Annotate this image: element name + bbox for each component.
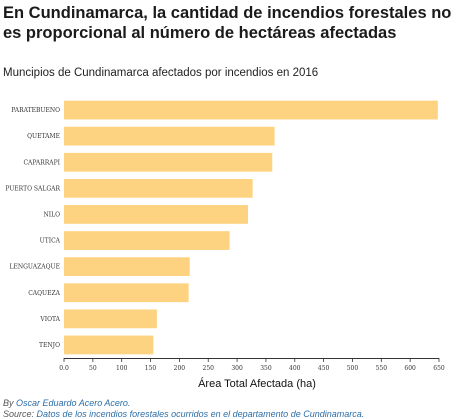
bar-utica[interactable] — [64, 231, 230, 250]
x-tick-label: 500 — [347, 365, 359, 372]
x-axis: 0.0 50 100 150 200 250 300 350 400 450 500 550 600 65… — [59, 358, 445, 372]
bar-viota[interactable] — [64, 309, 157, 328]
source-label: Source: — [3, 409, 34, 419]
x-tick-label: 250 — [203, 365, 215, 372]
bar-lenguazaque[interactable] — [64, 257, 190, 276]
source-link[interactable]: Datos de los incendios forestales ocurri… — [37, 409, 365, 419]
y-tick-label-viota: VIOTA — [39, 316, 60, 323]
x-tick-label: 150 — [145, 365, 157, 372]
x-tick-label: 450 — [318, 365, 330, 372]
y-tick-label-tenjo: TENJO — [39, 342, 60, 349]
bar-puerto-salgar[interactable] — [64, 179, 253, 198]
y-tick-label-puerto-salgar: PUERTO SALGAR — [5, 185, 60, 192]
y-tick-label-caparrapi: CAPARRAPI — [23, 159, 60, 166]
bar-caqueza[interactable] — [64, 283, 189, 302]
y-tick-label-lenguazaque: LENGUAZAQUE — [10, 264, 60, 271]
x-tick-label: 100 — [116, 365, 128, 372]
y-tick-label-paratebueno: PARATEBUENO — [11, 107, 60, 114]
x-tick-label: 400 — [289, 365, 301, 372]
bar-caparrapi[interactable] — [64, 153, 272, 172]
source-credit: Source: Datos de los incendios forestale… — [3, 409, 364, 419]
bar-nilo[interactable] — [64, 205, 248, 224]
y-tick-label-caqueza: CAQUEZA — [28, 290, 60, 297]
bar-tenjo[interactable] — [64, 336, 153, 355]
bar-quetame[interactable] — [64, 127, 275, 146]
x-tick-label: 650 — [433, 365, 445, 372]
y-tick-label-quetame: QUETAME — [27, 133, 60, 140]
bar-chart: PARATEBUENO QUETAME CAPARRAPI PUERTO SALGAR… — [0, 0, 467, 395]
y-tick-label-nilo: NILO — [43, 211, 60, 218]
author-credit: By Oscar Eduardo Acero Acero. — [3, 398, 130, 408]
x-tick-label: 200 — [174, 365, 186, 372]
bar-paratebueno[interactable] — [64, 101, 438, 120]
y-axis-labels: PARATEBUENO QUETAME CAPARRAPI PUERTO SALGAR… — [5, 107, 60, 349]
x-tick-label: 0.0 — [59, 365, 69, 372]
x-tick-label: 600 — [404, 365, 416, 372]
x-tick-label: 350 — [260, 365, 272, 372]
y-tick-label-utica: UTICA — [40, 238, 61, 245]
bars — [64, 101, 438, 355]
x-tick-label: 50 — [89, 365, 97, 372]
x-tick-label: 550 — [376, 365, 388, 372]
x-tick-label: 300 — [231, 365, 243, 372]
x-axis-label: Área Total Afectada (ha) — [198, 377, 316, 390]
author-link[interactable]: Oscar Eduardo Acero Acero. — [16, 398, 130, 408]
by-label: By — [3, 398, 14, 408]
